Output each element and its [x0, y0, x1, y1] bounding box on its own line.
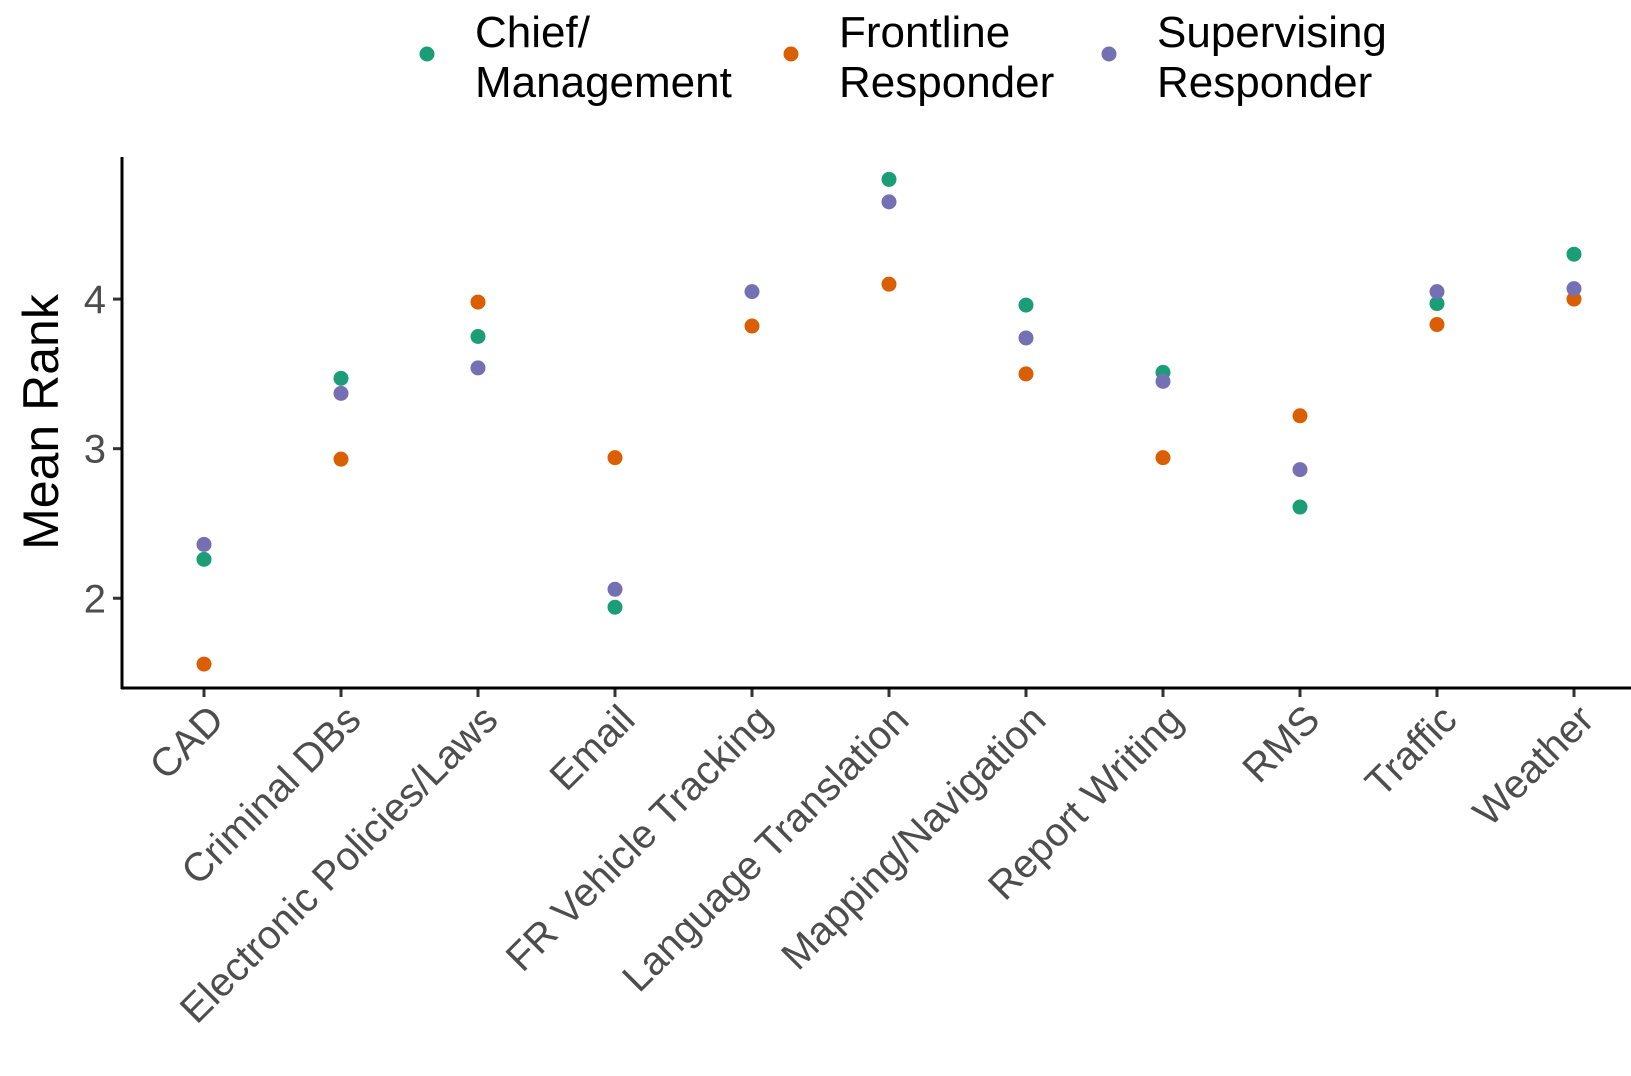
data-point	[1566, 246, 1582, 262]
y-axis-title: Mean Rank	[13, 293, 69, 550]
data-point	[1429, 284, 1445, 300]
y-tick-label: 3	[84, 428, 106, 472]
legend-label: Frontline Responder	[839, 8, 1054, 107]
legend-label: Supervising Responder	[1157, 8, 1387, 107]
x-tick-label: CAD	[142, 697, 233, 788]
data-point	[881, 171, 897, 187]
data-point	[333, 451, 349, 467]
legend-label: Chief/Management	[475, 8, 732, 107]
data-point	[607, 599, 623, 615]
y-tick-label: 2	[84, 577, 106, 621]
data-points	[196, 171, 1582, 672]
x-tick-label: Email	[542, 697, 644, 799]
data-point	[1018, 330, 1034, 346]
data-point	[196, 656, 212, 672]
data-point	[333, 370, 349, 386]
data-point	[470, 360, 486, 376]
x-tick-label: Weather	[1465, 697, 1602, 834]
data-point	[744, 284, 760, 300]
x-tick-label: FR Vehicle Tracking	[498, 697, 781, 980]
y-tick-label: 4	[84, 278, 106, 322]
legend-swatch	[783, 46, 799, 62]
data-point	[1155, 373, 1171, 389]
data-point	[333, 385, 349, 401]
data-point	[1429, 296, 1445, 312]
data-point	[470, 328, 486, 344]
legend: Chief/Management Frontline Responder Superv…	[419, 8, 1387, 107]
data-point	[881, 276, 897, 292]
data-point	[1566, 291, 1582, 307]
data-point	[607, 581, 623, 597]
data-point	[1018, 366, 1034, 382]
legend-swatch	[419, 46, 435, 62]
data-point	[1155, 450, 1171, 466]
data-point	[196, 551, 212, 567]
data-point	[1566, 281, 1582, 297]
data-point	[470, 294, 486, 310]
data-point	[1018, 297, 1034, 313]
data-point	[744, 318, 760, 334]
data-point	[1292, 408, 1308, 424]
data-point	[1292, 462, 1308, 478]
data-point	[196, 536, 212, 552]
data-point	[881, 194, 897, 210]
legend-swatch	[1101, 46, 1117, 62]
data-point	[1429, 317, 1445, 333]
x-tick-label: RMS	[1234, 697, 1328, 791]
x-tick-label: Traffic	[1357, 697, 1465, 805]
y-axis-ticks: 2 3 4	[84, 278, 122, 621]
x-tick-label: Mapping/Navigation	[773, 697, 1054, 978]
data-point	[1292, 499, 1308, 515]
data-point	[607, 450, 623, 466]
